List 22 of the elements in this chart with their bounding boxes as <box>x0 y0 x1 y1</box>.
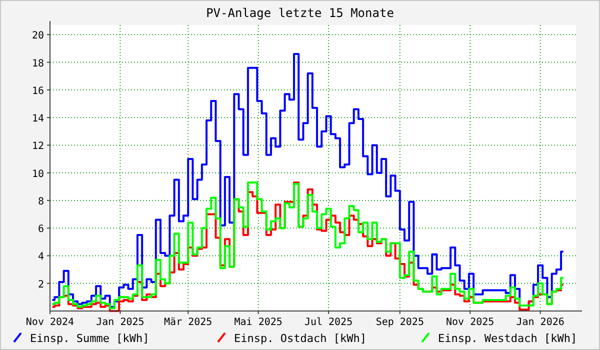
x-tick-label: Jan 2025 <box>96 317 144 328</box>
x-tick-label: Sep 2025 <box>376 317 424 328</box>
y-tick-label: 14 <box>32 114 44 125</box>
x-tick-label: Mär 2025 <box>164 317 212 328</box>
y-tick-label: 4 <box>38 252 44 263</box>
legend-label: Einsp. Westdach [kWh] <box>438 332 578 345</box>
chart-title: PV-Anlage letzte 15 Monate <box>206 6 394 20</box>
x-tick-label: Jan 2026 <box>516 317 564 328</box>
x-tick-label: Nov 2024 <box>26 317 74 328</box>
x-tick-label: Nov 2025 <box>446 317 494 328</box>
x-tick-label: Mai 2025 <box>234 317 282 328</box>
y-tick-label: 6 <box>38 224 44 236</box>
legend-label: Einsp. Ostdach [kWh] <box>234 332 366 345</box>
y-tick-label: 8 <box>38 196 44 208</box>
y-tick-label: 10 <box>32 168 44 180</box>
y-tick-label: 20 <box>32 30 44 42</box>
y-tick-label: 18 <box>32 58 44 70</box>
y-tick-label: 2 <box>38 279 44 290</box>
y-tick-label: 12 <box>32 141 44 152</box>
x-tick-label: Jul 2025 <box>304 317 353 328</box>
legend-label: Einsp. Summe [kWh] <box>30 332 150 345</box>
y-tick-label: 16 <box>32 86 44 97</box>
